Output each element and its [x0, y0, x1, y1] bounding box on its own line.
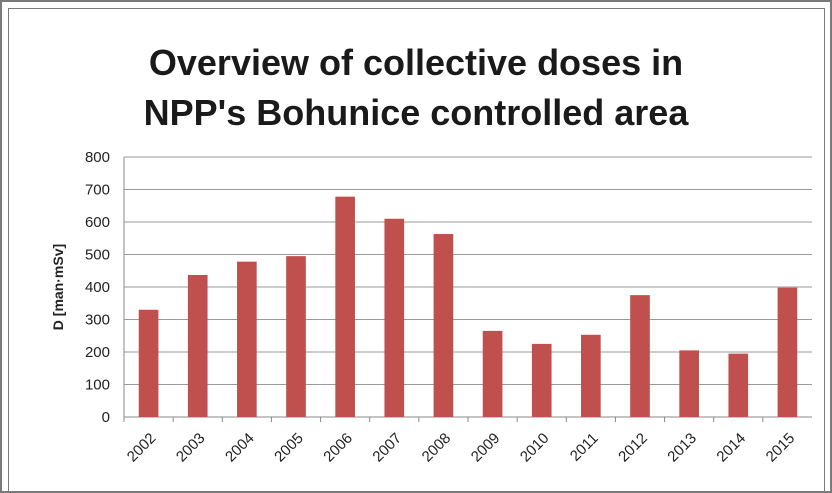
- y-tick-label: 300: [85, 312, 110, 329]
- bar-2007: [384, 218, 405, 417]
- x-tick-label: 2005: [271, 430, 307, 466]
- chart-title-line-2: NPP's Bohunice controlled area: [143, 92, 689, 133]
- y-axis-label: D [man·mSv]: [50, 244, 66, 330]
- y-tick-label: 700: [85, 182, 110, 199]
- y-tick-label: 100: [85, 377, 110, 394]
- y-axis-ticks: 0 100 200 300 400 500 600 700 800: [85, 149, 110, 426]
- chart-border: [8, 8, 825, 492]
- x-tick-label: 2008: [419, 430, 455, 466]
- bar-2010: [531, 343, 552, 417]
- bar-2006: [335, 196, 355, 417]
- x-tick-label: 2006: [320, 430, 356, 466]
- x-tick-label: 2013: [664, 430, 700, 466]
- x-tick-label: 2003: [173, 430, 209, 466]
- y-tick-label: 800: [85, 149, 110, 166]
- bar-2005: [286, 256, 306, 417]
- bar-2008: [433, 234, 454, 417]
- bar-2009: [482, 330, 503, 417]
- y-tick-label: 500: [85, 247, 110, 264]
- bar-2015: [777, 287, 798, 417]
- bar-2012: [630, 295, 650, 417]
- x-tick-label: 2015: [763, 430, 799, 466]
- bar-2011: [581, 334, 601, 417]
- bar-2002: [138, 309, 159, 417]
- x-axis-ticks: 2002 2003 2004 2005 2006 2007 2008 2009 2010 2011…: [123, 417, 799, 466]
- y-tick-label: 400: [85, 279, 110, 296]
- x-tick-label: 2002: [124, 430, 160, 466]
- x-tick-label: 2014: [713, 430, 749, 466]
- y-tick-label: 200: [85, 344, 110, 361]
- x-tick-label: 2012: [615, 430, 651, 466]
- chart-title: Overview of collective doses in NPP's Bo…: [0, 38, 832, 138]
- x-tick-label: 2007: [369, 430, 405, 466]
- bars: [138, 196, 798, 417]
- bar-2004: [237, 261, 257, 417]
- bar-2013: [679, 350, 699, 417]
- bar-2003: [187, 274, 208, 417]
- gridlines: [123, 156, 812, 418]
- chart-title-line-1: Overview of collective doses in: [148, 42, 684, 83]
- y-tick-label: 0: [102, 409, 110, 426]
- x-tick-label: 2010: [517, 430, 553, 466]
- y-tick-label: 600: [85, 214, 110, 231]
- x-tick-label: 2004: [222, 430, 258, 466]
- x-tick-label: 2009: [468, 430, 504, 466]
- bar-2014: [728, 353, 749, 417]
- x-tick-label: 2011: [567, 430, 602, 465]
